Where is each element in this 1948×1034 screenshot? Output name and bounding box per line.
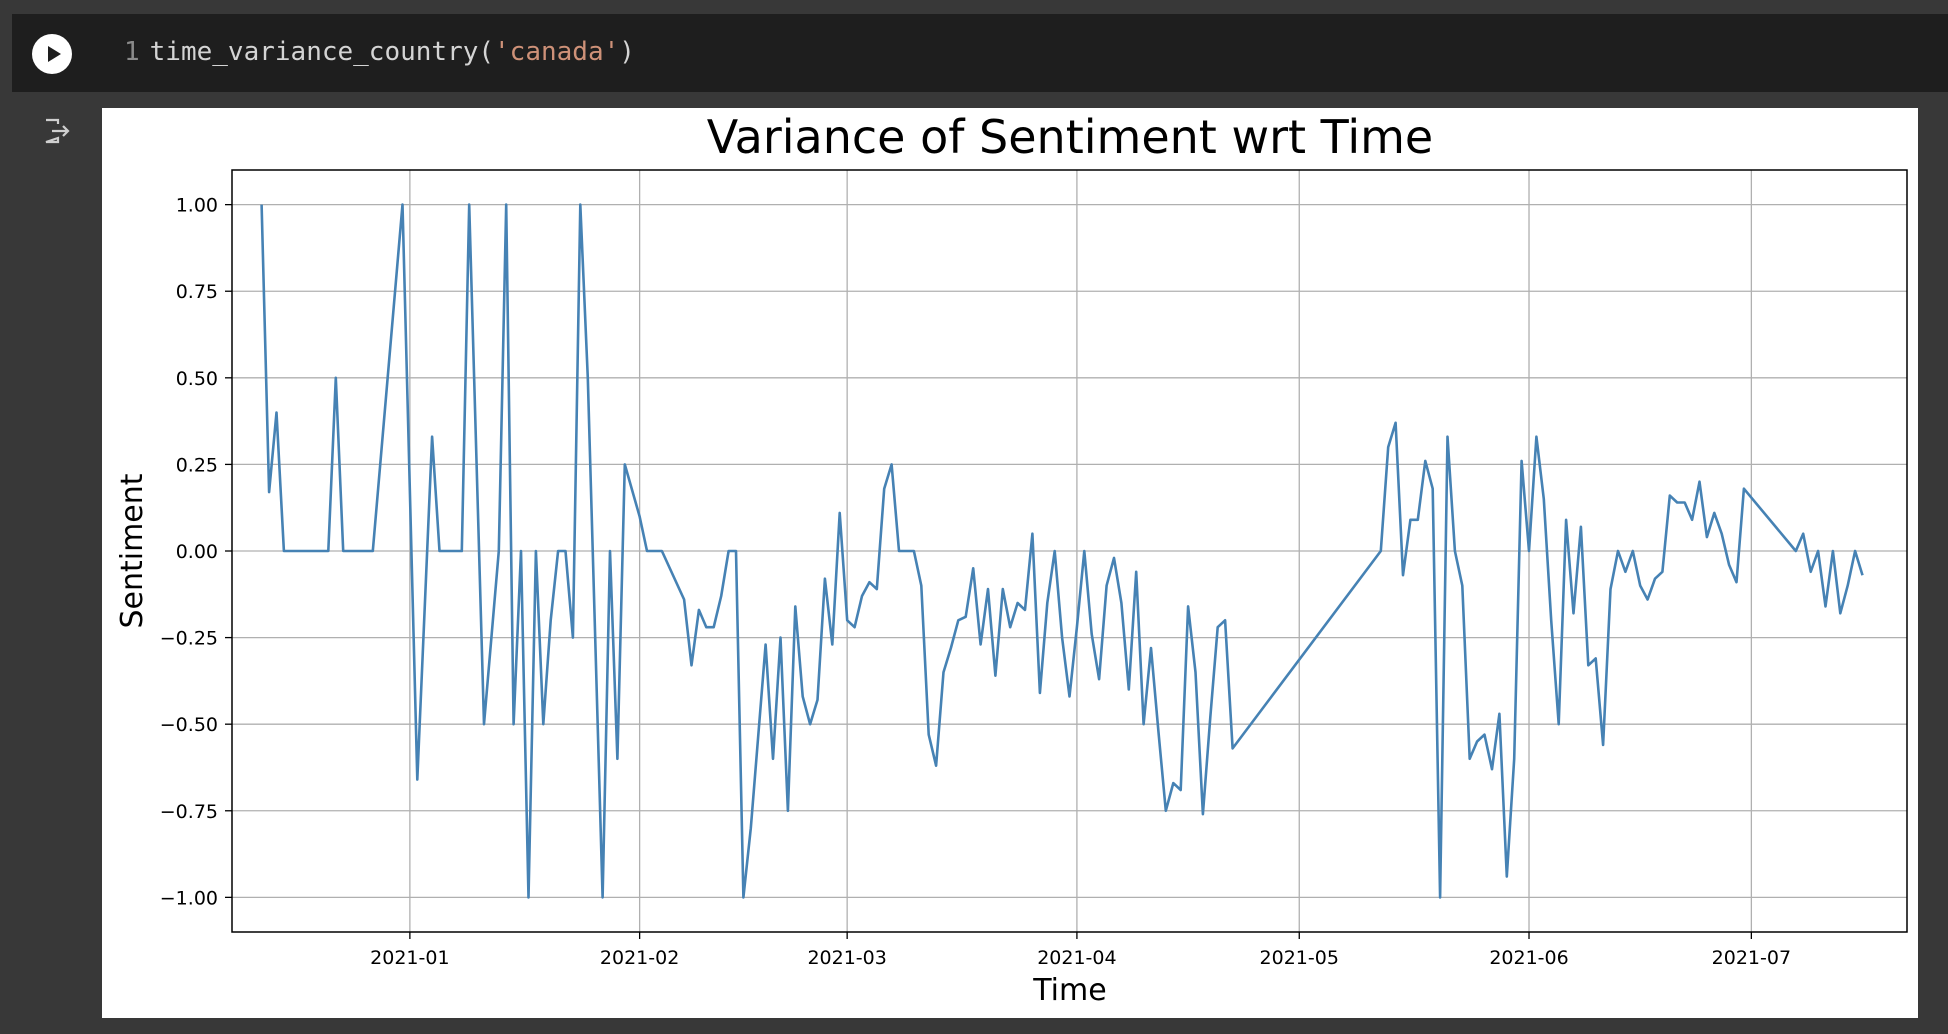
y-tick-label: −0.75 xyxy=(160,801,218,823)
y-tick-label: 0.00 xyxy=(176,541,218,563)
line-number: 1 xyxy=(124,37,140,67)
x-axis: 2021-01 2021-02 2021-03 2021-04 2021-05 2021-… xyxy=(370,932,1791,969)
y-tick-label: 0.25 xyxy=(176,454,218,476)
code-close-paren: ) xyxy=(619,37,635,67)
output-exit-icon[interactable] xyxy=(38,114,72,148)
x-tick-label: 2021-05 xyxy=(1260,947,1339,969)
x-tick-label: 2021-04 xyxy=(1037,947,1116,969)
code-string-argument: 'canada' xyxy=(494,37,620,67)
y-tick-label: 0.75 xyxy=(176,281,218,303)
cell-output: Variance of Sentiment wrt Time 1.00 0.75 0… xyxy=(102,108,1918,1018)
y-tick-label: 0.50 xyxy=(176,368,218,390)
y-axis-label: Sentiment xyxy=(115,473,150,628)
plot-frame xyxy=(231,169,1908,933)
code-function-call: time_variance_country( xyxy=(149,37,495,67)
y-tick-label: 1.00 xyxy=(176,195,218,217)
line-chart: Variance of Sentiment wrt Time 1.00 0.75 0… xyxy=(115,110,1908,1008)
y-tick-label: −0.25 xyxy=(160,628,218,650)
x-tick-label: 2021-03 xyxy=(807,947,886,969)
run-cell-button[interactable] xyxy=(32,34,72,74)
x-tick-label: 2021-07 xyxy=(1712,947,1791,969)
play-icon xyxy=(48,46,61,62)
y-tick-label: −0.50 xyxy=(160,714,218,736)
code-line[interactable]: 1 time_variance_country('canada') xyxy=(124,32,635,72)
y-axis: 1.00 0.75 0.50 0.25 0.00 −0.25 −0.50 −0.75 −1.00 xyxy=(160,195,232,909)
x-tick-label: 2021-06 xyxy=(1489,947,1568,969)
code-cell[interactable]: 1 time_variance_country('canada') xyxy=(12,14,1948,92)
x-tick-label: 2021-02 xyxy=(600,947,679,969)
x-tick-label: 2021-01 xyxy=(370,947,449,969)
chart-title: Variance of Sentiment wrt Time xyxy=(707,110,1433,164)
y-tick-label: −1.00 xyxy=(160,887,218,909)
grid-lines xyxy=(232,170,1907,932)
x-axis-label: Time xyxy=(1032,973,1106,1008)
series-line xyxy=(260,203,1864,899)
